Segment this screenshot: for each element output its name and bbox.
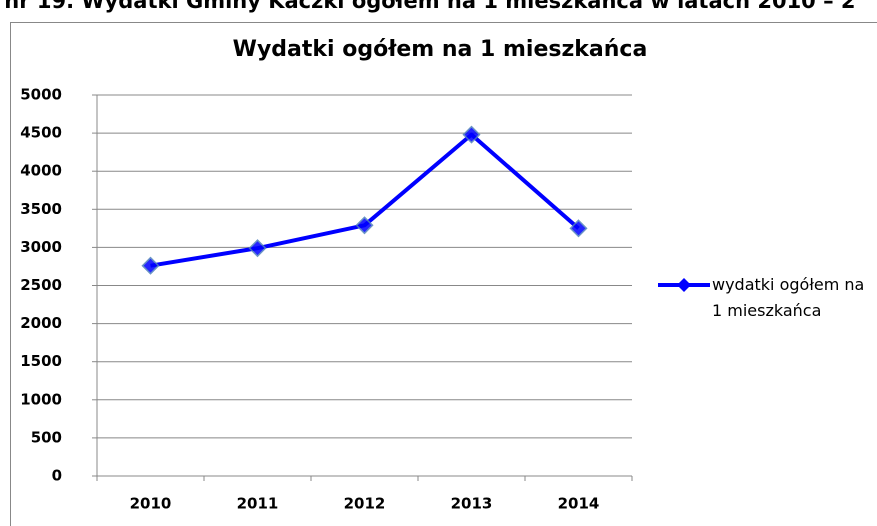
legend-label: wydatki ogółem na 1 mieszkańca bbox=[712, 275, 865, 320]
line bbox=[150, 132, 580, 268]
caption: s nr 19. Wydatki Gminy Kaczki ogółem na … bbox=[0, 0, 856, 13]
x-tick-label: 2013 bbox=[451, 495, 493, 513]
chart-border bbox=[10, 22, 877, 526]
legend-marker bbox=[677, 278, 691, 292]
x-tick-label: 2010 bbox=[130, 495, 172, 513]
y-tick-label: 4000 bbox=[20, 162, 62, 180]
y-tick-label: 2500 bbox=[20, 276, 62, 294]
y-tick-label: 3000 bbox=[20, 238, 62, 256]
x-tick-label: 2011 bbox=[237, 495, 279, 513]
marker bbox=[141, 256, 160, 275]
marker bbox=[355, 216, 374, 235]
y-tick-label: 5000 bbox=[20, 86, 62, 104]
y-tick-label: 3500 bbox=[20, 200, 62, 218]
y-tick-label: 1000 bbox=[20, 390, 62, 408]
x-tick-label: 2014 bbox=[558, 495, 600, 513]
marker bbox=[248, 239, 267, 258]
x-tick-label: 2012 bbox=[344, 495, 386, 513]
y-tick-label: 0 bbox=[52, 467, 62, 485]
y-tick-label: 2000 bbox=[20, 314, 62, 332]
y-tick-label: 500 bbox=[31, 428, 62, 446]
y-tick-label: 4500 bbox=[20, 124, 62, 142]
marker bbox=[569, 219, 588, 238]
marker bbox=[462, 125, 481, 144]
chart-title: Wydatki ogółem na 1 mieszkańca bbox=[233, 37, 648, 62]
y-tick-label: 1500 bbox=[20, 352, 62, 370]
